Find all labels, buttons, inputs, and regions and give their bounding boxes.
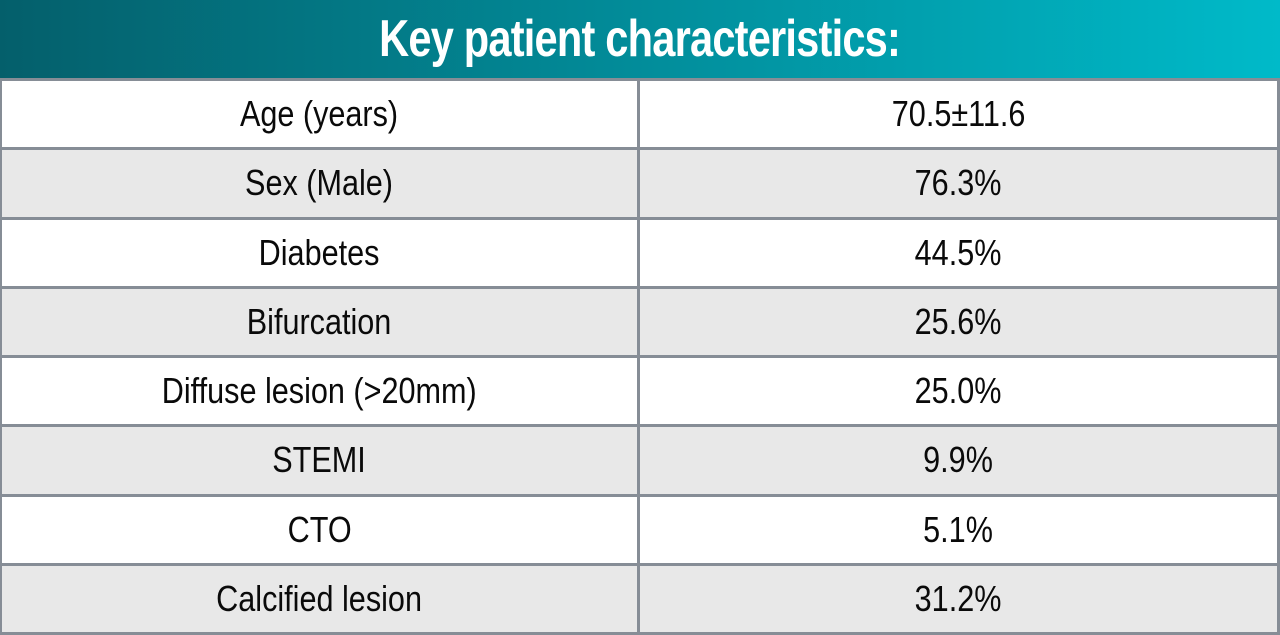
row-value-cell: 70.5±11.6 <box>640 81 1278 147</box>
row-label: Sex (Male) <box>245 162 394 204</box>
row-label-cell: STEMI <box>2 427 640 494</box>
row-label: Bifurcation <box>246 300 392 342</box>
row-label: Age (years) <box>240 93 399 135</box>
row-value-cell: 25.0% <box>640 358 1278 424</box>
row-label-cell: Bifurcation <box>2 288 640 355</box>
row-value: 5.1% <box>923 508 994 550</box>
table-row: Sex (Male) 76.3% <box>2 147 1278 217</box>
row-label-cell: Age (years) <box>2 81 640 148</box>
row-label-cell: Diffuse lesion (>20mm) <box>2 358 640 425</box>
row-label: Calcified lesion <box>216 577 423 619</box>
row-label: STEMI <box>272 439 366 481</box>
table-row: Calcified lesion 31.2% <box>2 562 1278 632</box>
row-value: 25.6% <box>914 300 1002 342</box>
row-value: 44.5% <box>914 231 1002 273</box>
table-row: STEMI 9.9% <box>2 424 1278 494</box>
row-label-cell: Calcified lesion <box>2 565 640 632</box>
row-value: 9.9% <box>923 439 994 481</box>
row-label: CTO <box>287 508 352 550</box>
row-label: Diffuse lesion (>20mm) <box>161 370 477 412</box>
row-value-cell: 25.6% <box>640 289 1278 355</box>
row-value-cell: 44.5% <box>640 220 1278 286</box>
row-value-cell: 31.2% <box>640 566 1278 632</box>
table-row: Age (years) 70.5±11.6 <box>2 78 1278 148</box>
row-label: Diabetes <box>258 231 380 273</box>
row-value-cell: 9.9% <box>640 427 1278 493</box>
row-value: 70.5±11.6 <box>891 93 1026 135</box>
row-label-cell: Sex (Male) <box>2 150 640 217</box>
table-header: Key patient characteristics: <box>0 0 1280 78</box>
row-value-cell: 5.1% <box>640 497 1278 563</box>
table-body: Age (years) 70.5±11.6 Sex (Male) 76.3% D… <box>0 78 1280 635</box>
row-value-cell: 76.3% <box>640 150 1278 216</box>
table-row: Diabetes 44.5% <box>2 216 1278 286</box>
row-value: 31.2% <box>914 577 1002 619</box>
row-value: 25.0% <box>914 370 1002 412</box>
row-value: 76.3% <box>914 162 1002 204</box>
table-row: Diffuse lesion (>20mm) 25.0% <box>2 355 1278 425</box>
row-label-cell: Diabetes <box>2 219 640 286</box>
row-label-cell: CTO <box>2 496 640 563</box>
table-title: Key patient characteristics: <box>379 10 902 68</box>
table-row: Bifurcation 25.6% <box>2 285 1278 355</box>
table-row: CTO 5.1% <box>2 493 1278 563</box>
